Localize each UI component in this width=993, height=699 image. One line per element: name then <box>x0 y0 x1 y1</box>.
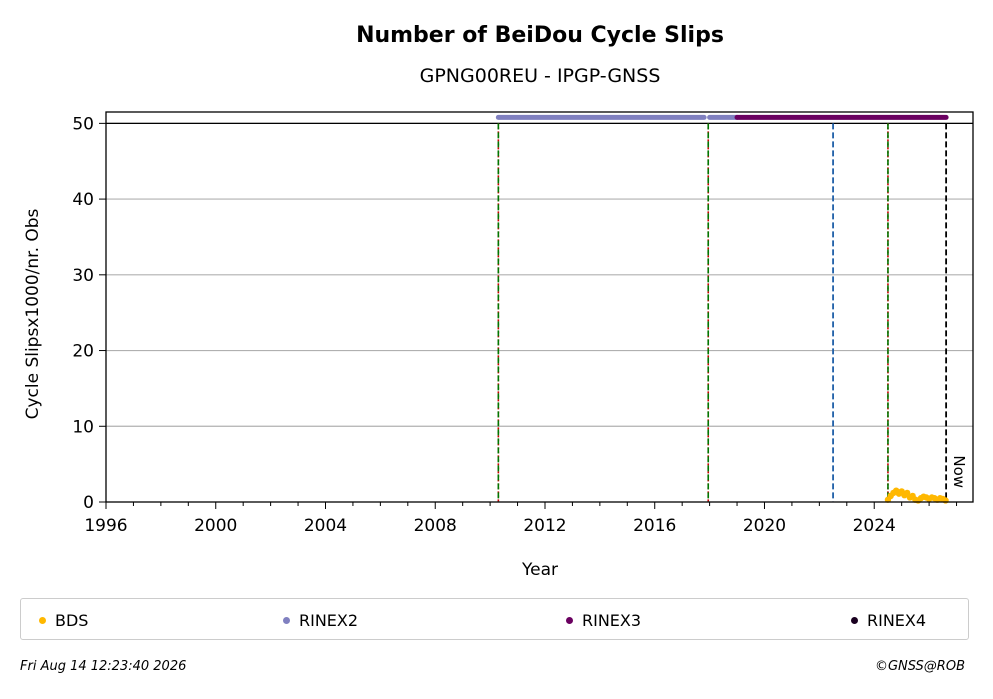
x-tick-label: 2008 <box>414 516 457 536</box>
footer-copyright: ©GNSS@ROB <box>874 659 965 674</box>
y-tick-label: 50 <box>72 114 94 134</box>
y-tick-label: 40 <box>72 190 94 210</box>
now-label: Now <box>950 455 968 488</box>
bds-marker-icon <box>39 616 46 624</box>
chart-title: Number of BeiDou Cycle Slips <box>356 23 724 48</box>
x-axis-label: Year <box>521 560 558 580</box>
legend-label-rinex3: RINEX3 <box>582 610 642 630</box>
plot-frame <box>105 111 974 503</box>
x-tick-label: 2016 <box>633 516 676 536</box>
legend-item-rinex2: RINEX2 <box>283 599 358 641</box>
legend-label-bds: BDS <box>55 610 89 630</box>
y-tick-label: 30 <box>72 266 94 286</box>
footer-timestamp: Fri Aug 14 12:23:40 2026 <box>20 659 187 674</box>
rinex4-marker-icon <box>851 616 858 624</box>
y-tick-label: 10 <box>72 417 94 437</box>
x-tick-label: 2012 <box>523 516 566 536</box>
bds-point <box>942 497 949 504</box>
x-tick-label: 1996 <box>84 516 127 536</box>
rinex3-marker-icon <box>566 616 573 624</box>
x-tick-label: 2004 <box>304 516 347 536</box>
y-axis-label: Cycle Slipsx1000/nr. Obs <box>23 208 43 419</box>
x-tick-label: 2000 <box>194 516 237 536</box>
legend-item-bds: BDS <box>39 599 88 641</box>
chart-subtitle: GPNG00REU - IPGP-GNSS <box>420 65 661 87</box>
legend: BDS RINEX2 RINEX3 RINEX4 <box>20 598 969 640</box>
rinex2-marker-icon <box>283 616 290 624</box>
y-tick-label: 0 <box>83 493 94 513</box>
x-tick-label: 2020 <box>743 516 786 536</box>
x-tick-label: 2024 <box>853 516 896 536</box>
legend-item-rinex4: RINEX4 <box>851 599 926 641</box>
legend-item-rinex3: RINEX3 <box>566 599 641 641</box>
y-tick-label: 20 <box>72 342 94 362</box>
legend-label-rinex2: RINEX2 <box>299 610 359 630</box>
cycle-slips-chart: Number of BeiDou Cycle Slips GPNG00REU -… <box>23 23 974 580</box>
legend-label-rinex4: RINEX4 <box>867 610 927 630</box>
